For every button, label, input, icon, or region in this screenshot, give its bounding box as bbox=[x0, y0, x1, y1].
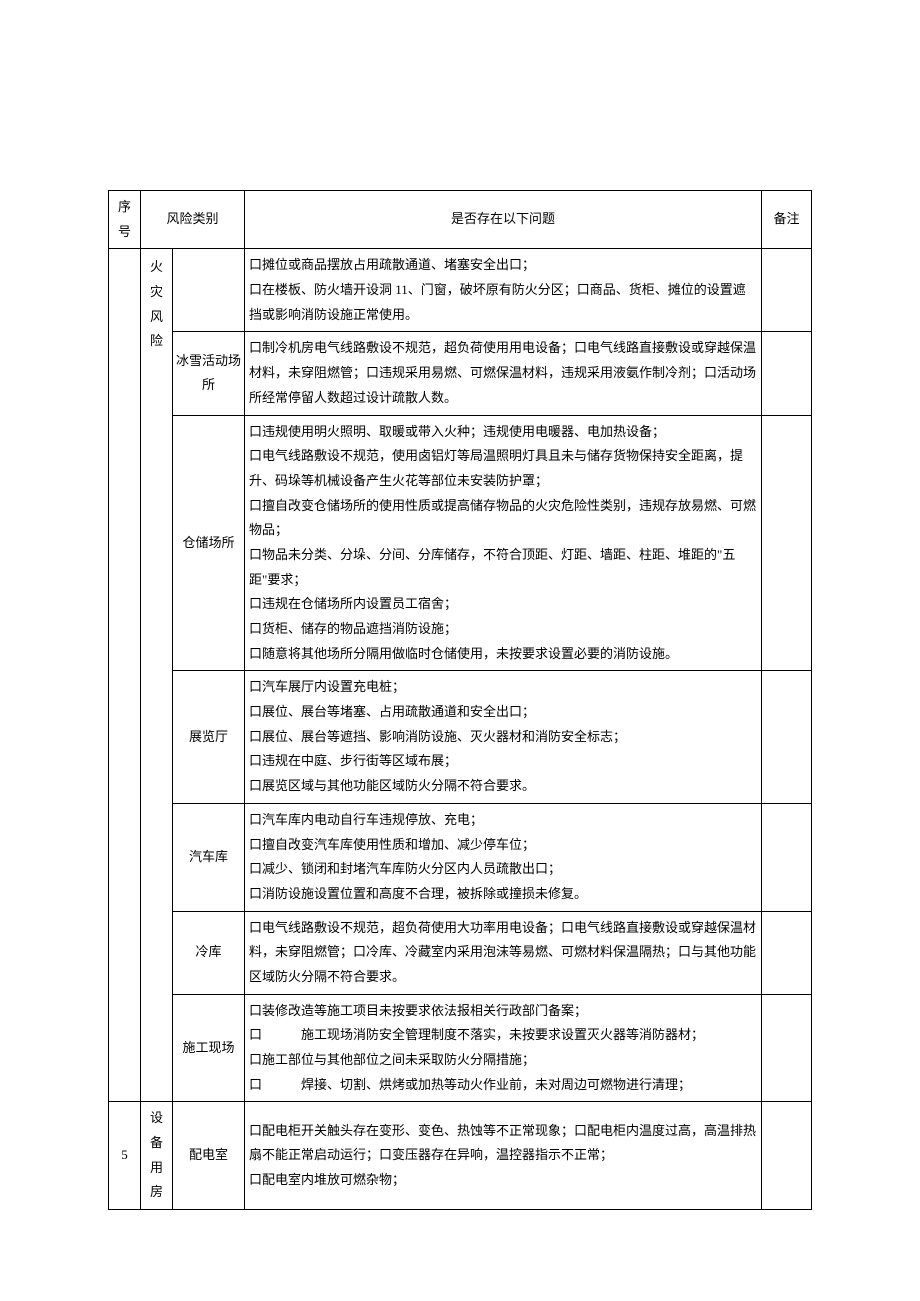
header-category: 风险类别 bbox=[141, 191, 245, 249]
issue-item: 口配电室内堆放可燃杂物； bbox=[249, 1168, 757, 1193]
table-row: 冰雪活动场所口制冷机房电气线路敷设不规范，超负荷使用用电设备；口电气线路直接敷设… bbox=[109, 332, 812, 415]
note-cell bbox=[762, 415, 812, 671]
note-cell bbox=[762, 332, 812, 415]
issue-item: 口擅自改变仓储场所的使用性质或提高储存物品的火灾危险性类别，违规存放易燃、可燃物… bbox=[249, 494, 757, 543]
table-header-row: 序号 风险类别 是否存在以下问题 备注 bbox=[109, 191, 812, 249]
issue-item: 口汽车展厅内设置充电桩； bbox=[249, 675, 757, 700]
issue-item: 口消防设施设置位置和高度不合理，被拆除或撞损未修复。 bbox=[249, 882, 757, 907]
issue-item: 口减少、锁闭和封堵汽车库防火分区内人员疏散出口； bbox=[249, 857, 757, 882]
issue-item: 口违规使用明火照明、取暖或带入火种；违规使用电暖器、电加热设备； bbox=[249, 420, 757, 445]
category-l2-cell: 仓储场所 bbox=[173, 415, 245, 671]
issue-item: 口配电柜开关触头存在变形、变色、热蚀等不正常现象；口配电柜内温度过高，高温排热扇… bbox=[249, 1119, 757, 1168]
seq-cell: 5 bbox=[109, 1102, 141, 1210]
category-l1-cell: 火灾风险 bbox=[141, 249, 173, 1102]
header-issue: 是否存在以下问题 bbox=[245, 191, 762, 249]
table-row: 汽车库口汽车库内电动自行车违规停放、充电；口擅自改变汽车库使用性质和增加、减少停… bbox=[109, 803, 812, 911]
issue-cell: 口配电柜开关触头存在变形、变色、热蚀等不正常现象；口配电柜内温度过高，高温排热扇… bbox=[245, 1102, 762, 1210]
risk-table: 序号 风险类别 是否存在以下问题 备注 火灾风险 口摊位或商品摆放占用疏散通道、堵… bbox=[108, 190, 812, 1210]
note-cell bbox=[762, 911, 812, 994]
table-row: 5设备用房配电室口配电柜开关触头存在变形、变色、热蚀等不正常现象；口配电柜内温度… bbox=[109, 1102, 812, 1210]
category-l2-cell: 配电室 bbox=[173, 1102, 245, 1210]
issue-cell: 口违规使用明火照明、取暖或带入火种；违规使用电暖器、电加热设备；口电气线路敷设不… bbox=[245, 415, 762, 671]
issue-cell: 口汽车库内电动自行车违规停放、充电；口擅自改变汽车库使用性质和增加、减少停车位；… bbox=[245, 803, 762, 911]
seq-cell bbox=[109, 249, 141, 1102]
issue-item: 口货柜、储存的物品遮挡消防设施； bbox=[249, 617, 757, 642]
issue-item: 口装修改造等施工项目未按要求依法报相关行政部门备案； bbox=[249, 999, 757, 1024]
table-body: 火灾风险 口摊位或商品摆放占用疏散通道、堵塞安全出口；口在楼板、防火墙开设洞 11… bbox=[109, 249, 812, 1210]
issue-item: 口制冷机房电气线路敷设不规范，超负荷使用用电设备；口电气线路直接敷设或穿越保温材… bbox=[249, 336, 757, 410]
table-row: 冷库口电气线路敷设不规范，超负荷使用大功率用电设备；口电气线路直接敷设或穿越保温… bbox=[109, 911, 812, 994]
issue-cell: 口制冷机房电气线路敷设不规范，超负荷使用用电设备；口电气线路直接敷设或穿越保温材… bbox=[245, 332, 762, 415]
issue-item: 口电气线路敷设不规范，超负荷使用大功率用电设备；口电气线路直接敷设或穿越保温材料… bbox=[249, 916, 757, 990]
issue-item: 口 焊接、切割、烘烤或加热等动火作业前，未对周边可燃物进行清理； bbox=[249, 1073, 757, 1098]
table-row: 火灾风险口摊位或商品摆放占用疏散通道、堵塞安全出口；口在楼板、防火墙开设洞 11… bbox=[109, 249, 812, 332]
issue-item: 口违规在中庭、步行街等区域布展； bbox=[249, 749, 757, 774]
note-cell bbox=[762, 671, 812, 803]
category-l2-cell: 施工现场 bbox=[173, 994, 245, 1102]
issue-item: 口展位、展台等堵塞、占用疏散通道和安全出口； bbox=[249, 700, 757, 725]
note-cell bbox=[762, 1102, 812, 1210]
note-cell bbox=[762, 249, 812, 332]
category-l2-cell: 汽车库 bbox=[173, 803, 245, 911]
note-cell bbox=[762, 803, 812, 911]
issue-item: 口违规在仓储场所内设置员工宿舍； bbox=[249, 592, 757, 617]
issue-cell: 口装修改造等施工项目未按要求依法报相关行政部门备案；口 施工现场消防安全管理制度… bbox=[245, 994, 762, 1102]
category-l2-cell: 展览厅 bbox=[173, 671, 245, 803]
issue-item: 口电气线路敷设不规范，使用卤铝灯等局温照明灯具且未与储存货物保持安全距离，提升、… bbox=[249, 444, 757, 493]
category-l1-cell: 设备用房 bbox=[141, 1102, 173, 1210]
header-note: 备注 bbox=[762, 191, 812, 249]
issue-item: 口施工部位与其他部位之间未采取防火分隔措施； bbox=[249, 1048, 757, 1073]
issue-item: 口汽车库内电动自行车违规停放、充电； bbox=[249, 808, 757, 833]
category-l2-cell: 冰雪活动场所 bbox=[173, 332, 245, 415]
category-l2-cell: 冷库 bbox=[173, 911, 245, 994]
issue-item: 口展位、展台等遮挡、影响消防设施、灭火器材和消防安全标志； bbox=[249, 725, 757, 750]
table-row: 施工现场口装修改造等施工项目未按要求依法报相关行政部门备案；口 施工现场消防安全… bbox=[109, 994, 812, 1102]
issue-cell: 口汽车展厅内设置充电桩；口展位、展台等堵塞、占用疏散通道和安全出口；口展位、展台… bbox=[245, 671, 762, 803]
issue-cell: 口电气线路敷设不规范，超负荷使用大功率用电设备；口电气线路直接敷设或穿越保温材料… bbox=[245, 911, 762, 994]
issue-item: 口物品未分类、分垛、分间、分库储存，不符合顶距、灯距、墙距、柱距、堆距的"五距"… bbox=[249, 543, 757, 592]
note-cell bbox=[762, 994, 812, 1102]
issue-item: 口摊位或商品摆放占用疏散通道、堵塞安全出口； bbox=[249, 253, 757, 278]
category-l2-cell bbox=[173, 249, 245, 332]
table-row: 展览厅口汽车展厅内设置充电桩；口展位、展台等堵塞、占用疏散通道和安全出口；口展位… bbox=[109, 671, 812, 803]
header-seq: 序号 bbox=[109, 191, 141, 249]
issue-item: 口在楼板、防火墙开设洞 11、门窗，破坏原有防火分区；口商品、货柜、摊位的设置遮… bbox=[249, 278, 757, 327]
issue-item: 口随意将其他场所分隔用做临时仓储使用，未按要求设置必要的消防设施。 bbox=[249, 642, 757, 667]
issue-cell: 口摊位或商品摆放占用疏散通道、堵塞安全出口；口在楼板、防火墙开设洞 11、门窗，… bbox=[245, 249, 762, 332]
category-l1-label: 火灾风险 bbox=[150, 259, 163, 348]
issue-item: 口 施工现场消防安全管理制度不落实，未按要求设置灭火器等消防器材； bbox=[249, 1023, 757, 1048]
issue-item: 口展览区域与其他功能区域防火分隔不符合要求。 bbox=[249, 774, 757, 799]
table-row: 仓储场所口违规使用明火照明、取暖或带入火种；违规使用电暖器、电加热设备；口电气线… bbox=[109, 415, 812, 671]
issue-item: 口擅自改变汽车库使用性质和增加、减少停车位； bbox=[249, 833, 757, 858]
